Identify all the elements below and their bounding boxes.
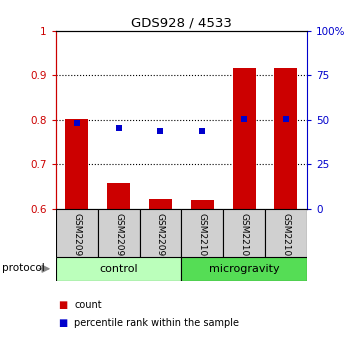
Bar: [274, 68, 297, 209]
Bar: [65, 119, 88, 209]
Text: percentile rank within the sample: percentile rank within the sample: [74, 318, 239, 327]
Text: count: count: [74, 300, 102, 310]
Text: microgravity: microgravity: [209, 264, 279, 274]
Bar: [223, 209, 265, 257]
Bar: [181, 257, 307, 281]
Bar: [265, 209, 307, 257]
Text: GSM22101: GSM22101: [240, 213, 249, 262]
Text: ■: ■: [58, 300, 67, 310]
Text: GSM22098: GSM22098: [114, 213, 123, 262]
Bar: [181, 209, 223, 257]
Bar: [56, 257, 181, 281]
Bar: [98, 209, 140, 257]
Text: protocol: protocol: [2, 264, 44, 273]
Bar: [107, 184, 130, 209]
Text: GSM22102: GSM22102: [282, 213, 291, 262]
Bar: [232, 68, 256, 209]
Text: GSM22099: GSM22099: [156, 213, 165, 262]
Text: GSM22100: GSM22100: [198, 213, 207, 262]
Text: control: control: [99, 264, 138, 274]
Title: GDS928 / 4533: GDS928 / 4533: [131, 17, 232, 30]
Bar: [149, 199, 172, 209]
Bar: [140, 209, 181, 257]
Bar: [56, 209, 98, 257]
Bar: [191, 200, 214, 209]
Text: GSM22097: GSM22097: [72, 213, 81, 262]
Text: ■: ■: [58, 318, 67, 327]
